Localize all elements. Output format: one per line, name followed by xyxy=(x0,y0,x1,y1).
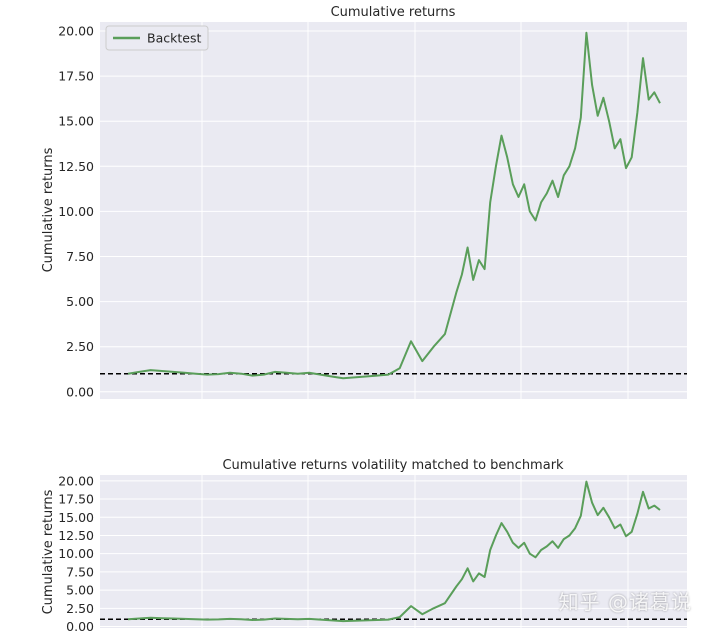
y-tick-label: 20.00 xyxy=(58,24,94,39)
series-backtest xyxy=(127,31,661,380)
y-tick-label: 5.00 xyxy=(66,583,94,598)
y-tick-label: 7.50 xyxy=(66,564,94,579)
series-line xyxy=(127,480,661,623)
y-tick-label: 10.00 xyxy=(58,546,94,561)
y-tick-label: 10.00 xyxy=(58,204,94,219)
y-tick-label: 17.50 xyxy=(58,69,94,84)
y-tick-label: 17.50 xyxy=(58,492,94,507)
cumulative-returns-chart: 0.00 2.50 5.00 7.50 10.00 12.50 15.00 17.50 20.0… xyxy=(41,5,687,399)
y-tick-label: 20.00 xyxy=(58,473,94,488)
y-axis-label: Cumulative returns xyxy=(41,147,56,272)
chart-title: Cumulative returns volatility matched to… xyxy=(222,458,564,473)
y-tick-label: 15.00 xyxy=(58,510,94,525)
legend-box xyxy=(105,25,209,51)
legend: Backtest xyxy=(105,25,209,51)
y-tick-label: 15.00 xyxy=(58,114,94,129)
chart-title: Cumulative returns xyxy=(331,5,456,20)
y-tick-label: 7.50 xyxy=(66,249,94,264)
legend-label: Backtest xyxy=(147,31,201,46)
series-volatility-matched xyxy=(127,480,661,623)
y-tick-label: 2.50 xyxy=(66,339,94,354)
y-tick-labels: 0.00 2.50 5.00 7.50 10.00 12.50 15.00 17.50 20.0… xyxy=(58,473,94,633)
series-line xyxy=(127,31,661,380)
watermark: 知乎 @诸葛说 xyxy=(558,590,692,614)
plot-background xyxy=(100,475,687,628)
y-tick-labels: 0.00 2.50 5.00 7.50 10.00 12.50 15.00 17.50 20.0… xyxy=(58,24,94,400)
grid xyxy=(100,475,687,628)
plot-background xyxy=(100,22,687,399)
y-axis-label: Cumulative returns xyxy=(41,489,56,614)
volatility-matched-chart: 0.00 2.50 5.00 7.50 10.00 12.50 15.00 17.50 20.0… xyxy=(41,458,687,633)
y-tick-label: 12.50 xyxy=(58,528,94,543)
y-tick-label: 2.50 xyxy=(66,601,94,616)
y-tick-label: 0.00 xyxy=(66,619,94,633)
y-tick-label: 12.50 xyxy=(58,159,94,174)
y-tick-label: 5.00 xyxy=(66,294,94,309)
grid xyxy=(100,22,687,399)
y-tick-label: 0.00 xyxy=(66,384,94,399)
